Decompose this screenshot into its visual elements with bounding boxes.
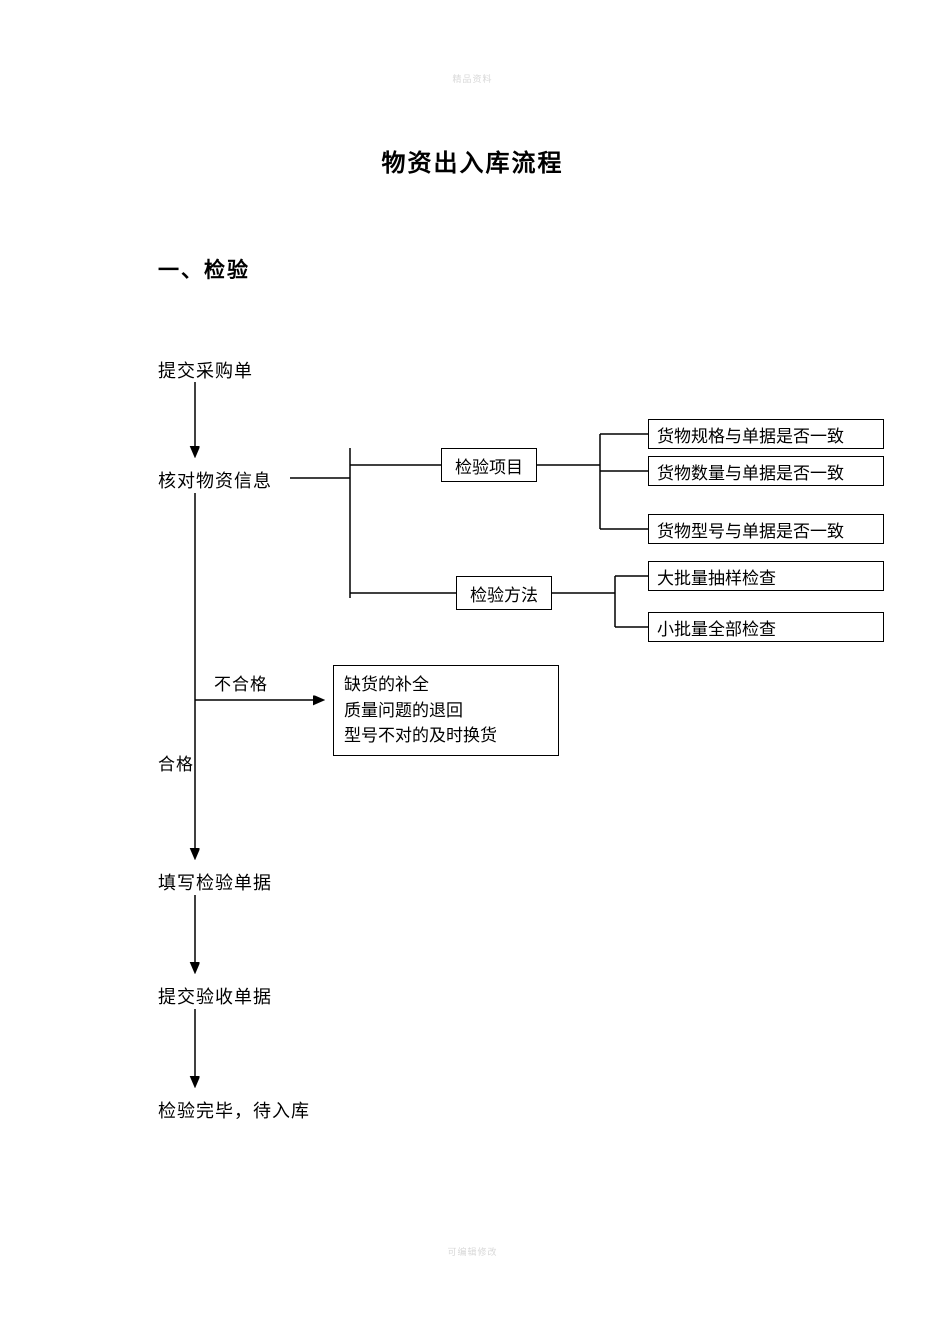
section-header: 一、检验 bbox=[158, 254, 250, 284]
flow-step-1: 提交采购单 bbox=[158, 357, 253, 383]
fail-actions-box: 缺货的补全质量问题的退回型号不对的及时换货 bbox=[333, 665, 559, 756]
check-items-box: 检验项目 bbox=[441, 448, 537, 482]
footer-watermark: 可编辑修改 bbox=[447, 1245, 497, 1258]
page-title: 物资出入库流程 bbox=[382, 143, 564, 178]
flow-step-4: 提交验收单据 bbox=[158, 983, 272, 1009]
branch-fail-label: 不合格 bbox=[214, 670, 268, 695]
flow-step-5: 检验完毕，待入库 bbox=[158, 1097, 310, 1123]
branch-pass-label: 合格 bbox=[158, 750, 194, 775]
check-method-1: 大批量抽样检查 bbox=[648, 561, 884, 591]
check-item-1: 货物规格与单据是否一致 bbox=[648, 419, 884, 449]
check-method-box: 检验方法 bbox=[456, 576, 552, 610]
check-item-2: 货物数量与单据是否一致 bbox=[648, 456, 884, 486]
header-watermark: 精品资料 bbox=[452, 72, 492, 85]
check-item-3: 货物型号与单据是否一致 bbox=[648, 514, 884, 544]
check-method-2: 小批量全部检查 bbox=[648, 612, 884, 642]
flow-step-3: 填写检验单据 bbox=[158, 869, 272, 895]
flow-step-2: 核对物资信息 bbox=[158, 467, 272, 493]
